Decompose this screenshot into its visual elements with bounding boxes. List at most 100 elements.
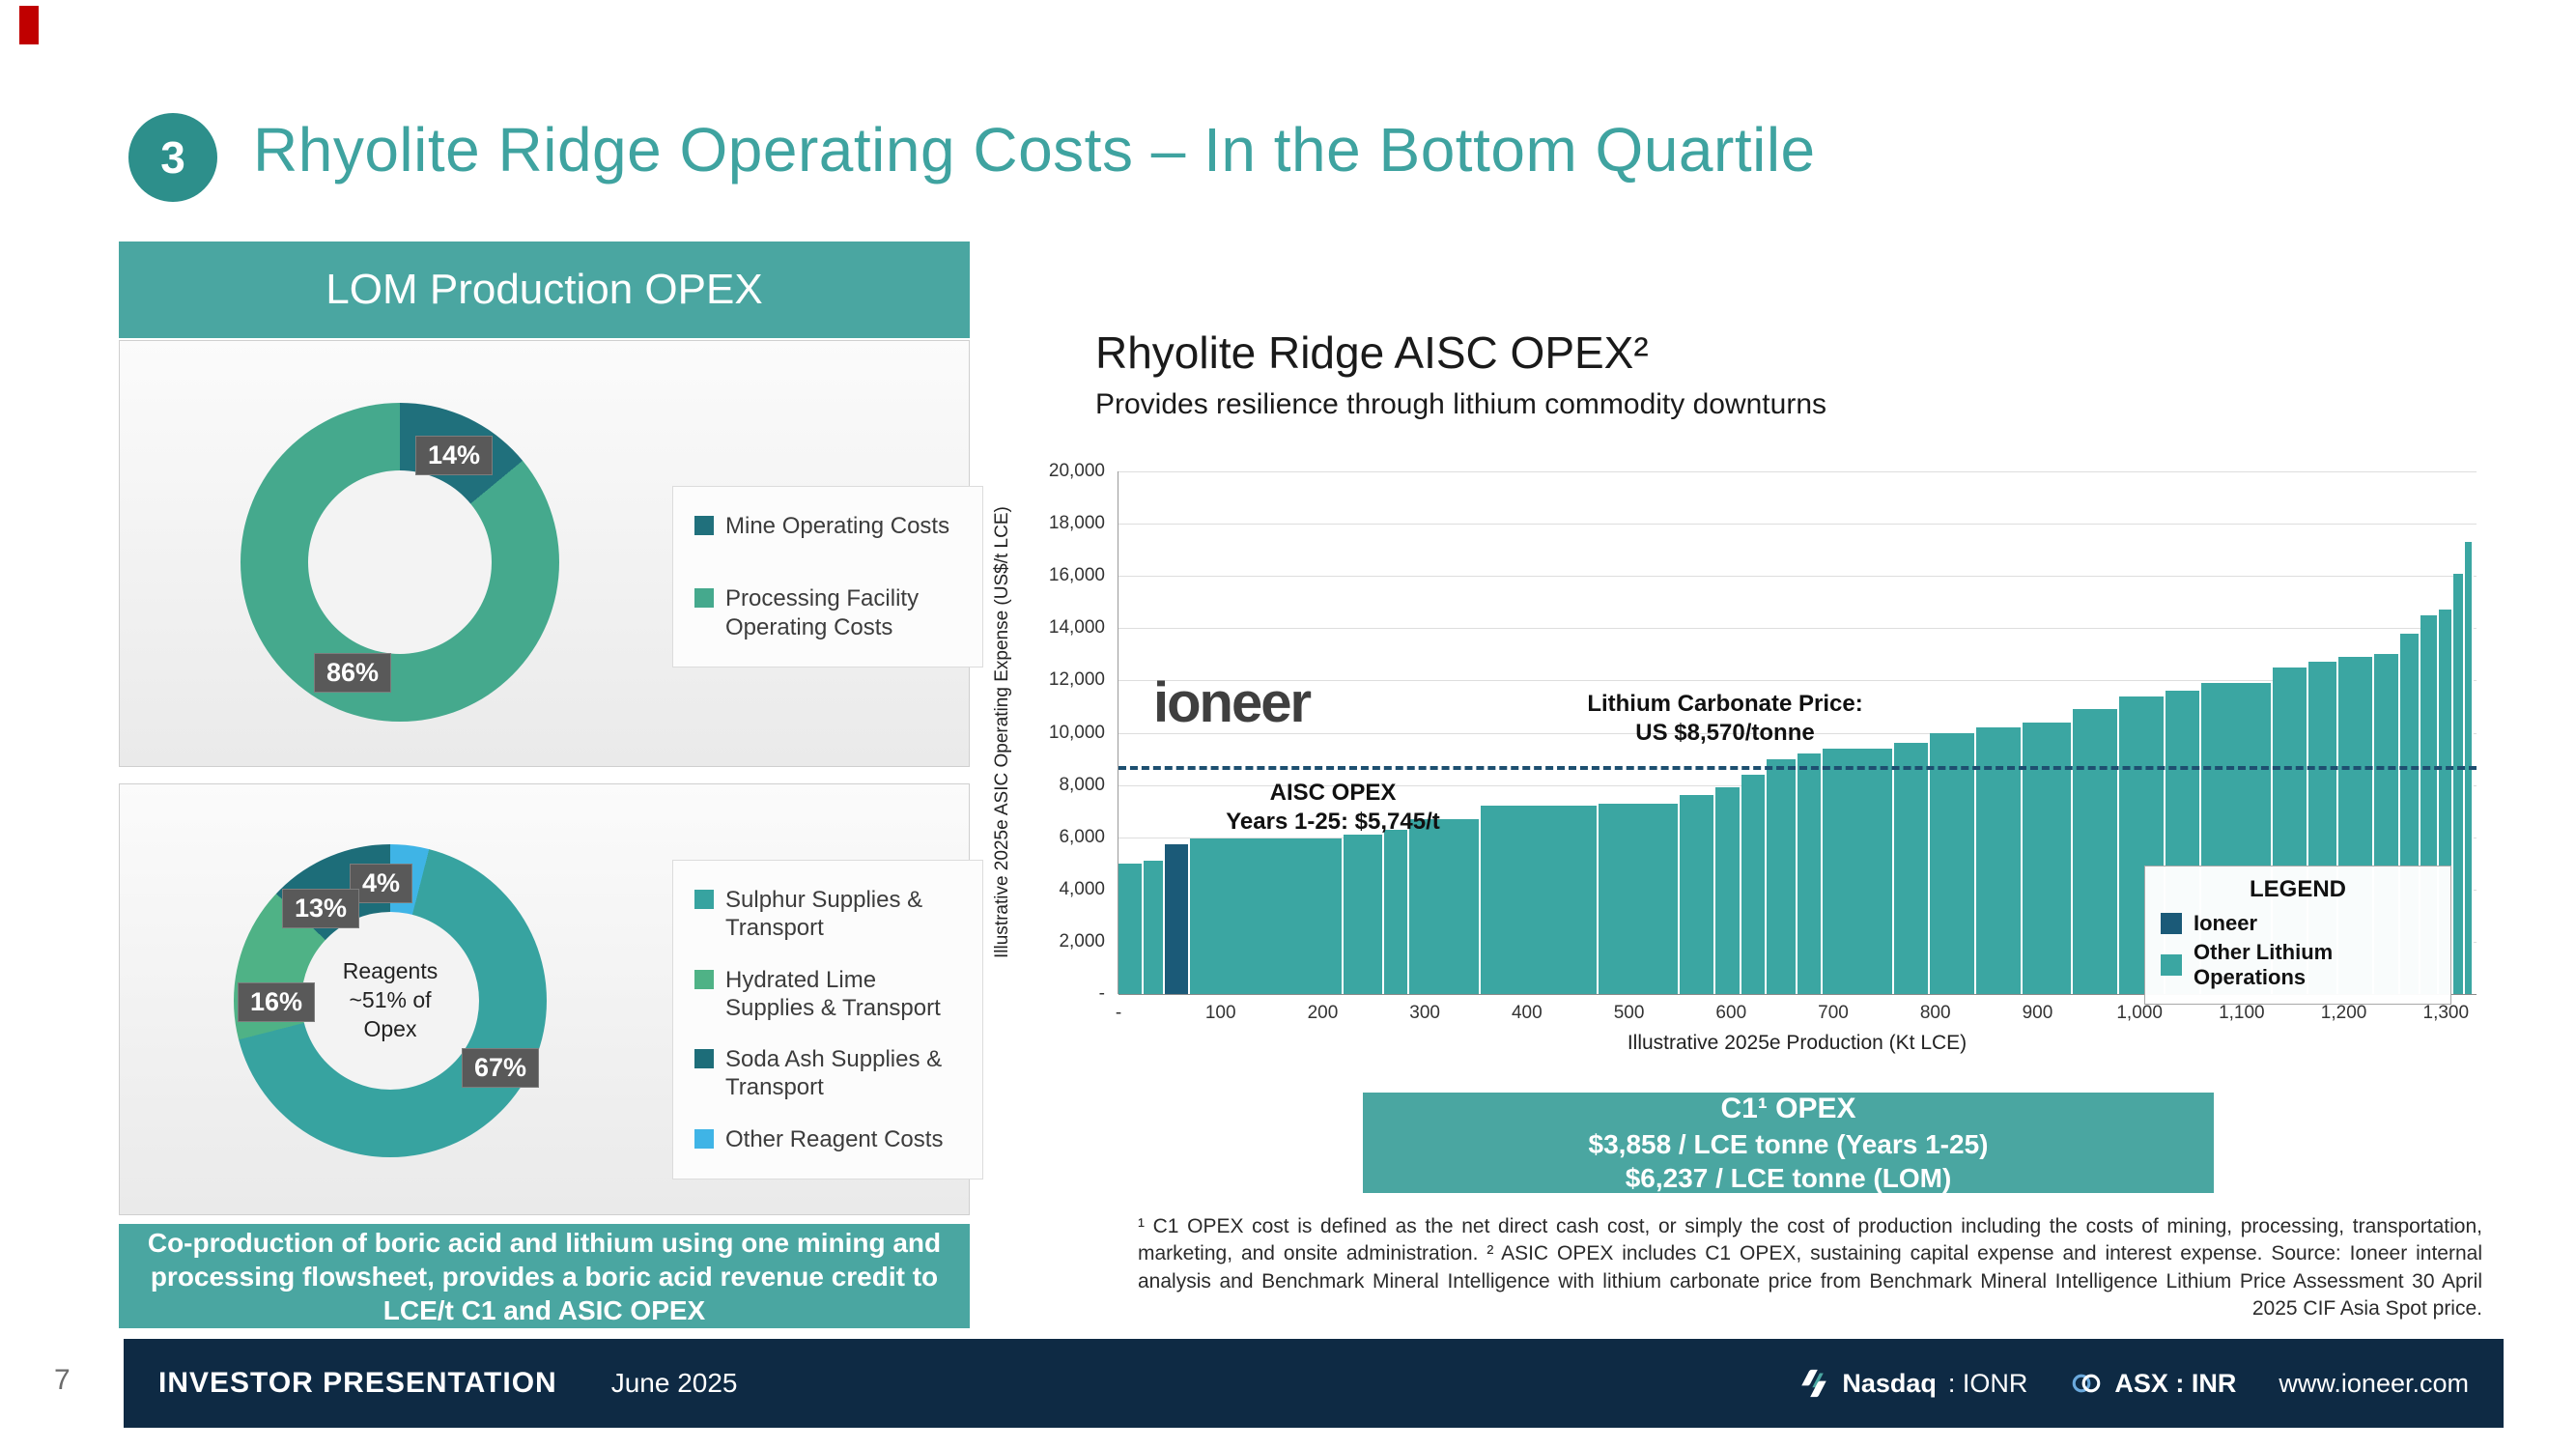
x-tick-label: 1,100 xyxy=(2219,1003,2265,1023)
x-tick-label: 1,300 xyxy=(2422,1003,2470,1023)
slide-number-badge: 3 xyxy=(128,113,217,202)
nasdaq-label: Nasdaq xyxy=(1842,1368,1937,1398)
nasdaq-listing: Nasdaq : IONR xyxy=(1798,1367,2027,1400)
gridline xyxy=(1118,576,2477,578)
aisc-annotation-line1: AISC OPEX xyxy=(1269,780,1397,806)
x-tick-label: 1,200 xyxy=(2320,1003,2367,1023)
page-number: 7 xyxy=(54,1364,71,1396)
center-label-line: Opex xyxy=(363,1015,417,1041)
gridline xyxy=(1118,680,2477,682)
data-label-lime-pct: 16% xyxy=(238,982,316,1022)
aisc-chart-subtitle: Provides resilience through lithium comm… xyxy=(1095,388,1827,420)
data-label-processing-pct: 86% xyxy=(314,653,392,693)
x-axis-title: Illustrative 2025e Production (Kt LCE) xyxy=(1627,1032,1967,1054)
cost-curve-bar xyxy=(1930,732,1976,994)
x-tick-label: 200 xyxy=(1307,1003,1339,1023)
legend-swatch xyxy=(694,1049,714,1069)
y-tick-label: 8,000 xyxy=(1059,774,1105,795)
legend-item: Mine Operating Costs xyxy=(694,512,961,540)
reagents-donut-card: Reagents ~51% of Opex 4% 13% 16% 67% Sul… xyxy=(119,783,983,1215)
c1-opex-title: C1¹ OPEX xyxy=(1720,1093,1856,1125)
asx-logo-icon xyxy=(2073,1374,2101,1393)
price-annotation-line2: US $8,570/tonne xyxy=(1635,720,1815,746)
cost-curve-bar xyxy=(1798,753,1824,994)
legend-label: Other Reagent Costs xyxy=(725,1125,944,1152)
legend-label: Soda Ash Supplies & Transport xyxy=(725,1046,943,1101)
asx-ticker: ASX : INR xyxy=(2114,1368,2237,1398)
slide-number-badge-text: 3 xyxy=(160,132,185,183)
y-tick-label: 16,000 xyxy=(1048,565,1105,586)
cost-curve-bar xyxy=(1598,803,1681,994)
reagents-legend: Sulphur Supplies & Transport Hydrated Lim… xyxy=(672,860,983,1179)
cost-curve-legend: LEGEND Ioneer Other Lithium Operations xyxy=(2144,866,2451,1005)
nasdaq-logo-icon xyxy=(1801,1369,1827,1398)
y-tick-label: 14,000 xyxy=(1048,617,1105,639)
center-label-line: Reagents xyxy=(342,958,439,984)
cost-curve-bar xyxy=(2022,722,2074,994)
legend-label: Processing Facility Operating Costs xyxy=(725,585,920,640)
cost-curve-bar xyxy=(1409,818,1482,994)
y-tick-label: 6,000 xyxy=(1059,826,1105,847)
aisc-cost-curve-plot: ioneer AISC OPEX Years 1-25: $5,745/t Li… xyxy=(1049,461,2477,1023)
legend-swatch xyxy=(694,516,714,535)
x-tick-label: 100 xyxy=(1204,1003,1236,1023)
cost-curve-bar xyxy=(1118,863,1145,994)
legend-item-ioneer: Ioneer xyxy=(2161,911,2435,936)
y-tick-label: 12,000 xyxy=(1048,669,1105,691)
gridline xyxy=(1118,994,2477,995)
website-link: www.ioneer.com xyxy=(2279,1368,2469,1398)
gridline xyxy=(1118,524,2477,526)
cost-curve-bar xyxy=(1481,806,1599,994)
coproduction-callout: Co-production of boric acid and lithium … xyxy=(119,1224,970,1328)
lithium-price-annotation: Lithium Carbonate Price: US $8,570/tonne xyxy=(1551,690,1899,748)
y-tick-label: - xyxy=(1098,983,1105,1004)
cost-curve-bar xyxy=(1144,861,1165,994)
aisc-chart-title: Rhyolite Ridge AISC OPEX² xyxy=(1095,327,1649,378)
cost-curve-bar xyxy=(1343,835,1384,994)
x-tick-label: 1,000 xyxy=(2116,1003,2163,1023)
y-tick-label: 20,000 xyxy=(1048,461,1105,481)
cost-curve-bar xyxy=(1767,758,1798,994)
footer-right-group: Nasdaq : IONR ASX : INR www.ioneer.com xyxy=(1798,1367,2469,1400)
c1-opex-lom: $6,237 / LCE tonne (LOM) xyxy=(1625,1162,1952,1193)
y-tick-label: 10,000 xyxy=(1048,722,1105,743)
lom-opex-legend: Mine Operating Costs Processing Facility … xyxy=(672,486,983,668)
lom-opex-donut-chart xyxy=(241,403,559,722)
y-tick-label: 18,000 xyxy=(1048,513,1105,534)
footer-presentation-label: INVESTOR PRESENTATION xyxy=(158,1367,557,1399)
data-label-other-pct: 4% xyxy=(350,864,413,903)
legend-label: Mine Operating Costs xyxy=(725,513,950,539)
gridline xyxy=(1118,471,2477,472)
y-tick-label: 2,000 xyxy=(1059,930,1105,952)
legend-label: Sulphur Supplies & Transport xyxy=(725,887,923,942)
data-label-soda-pct: 13% xyxy=(282,889,360,928)
legend-swatch xyxy=(694,890,714,909)
nasdaq-ticker: : IONR xyxy=(1947,1368,2028,1398)
legend-item-other: Other Lithium Operations xyxy=(2161,940,2435,990)
x-tick-label: 300 xyxy=(1409,1003,1440,1023)
legend-label: Ioneer xyxy=(2194,911,2258,935)
legend-swatch xyxy=(694,969,714,989)
y-axis-title: Illustrative 2025e ASIC Operating Expens… xyxy=(992,506,1012,959)
legend-item: Soda Ash Supplies & Transport xyxy=(694,1045,961,1102)
cost-curve-bar xyxy=(2073,709,2119,994)
red-corner-mark xyxy=(19,6,39,44)
data-label-sulphur-pct: 67% xyxy=(462,1048,540,1088)
legend-item: Other Reagent Costs xyxy=(694,1125,961,1153)
cost-curve-bar xyxy=(1976,727,2023,994)
legend-label: Other Lithium Operations xyxy=(2194,940,2334,989)
gridline xyxy=(1118,732,2477,734)
legend-item: Processing Facility Operating Costs xyxy=(694,584,961,641)
price-annotation-line1: Lithium Carbonate Price: xyxy=(1587,691,1863,717)
page-title: Rhyolite Ridge Operating Costs – In the … xyxy=(253,115,1816,185)
lom-production-opex-header: LOM Production OPEX xyxy=(119,242,970,338)
legend-swatch xyxy=(694,588,714,609)
lithium-price-line xyxy=(1118,766,2477,771)
x-tick-label: 600 xyxy=(1715,1003,1747,1023)
footer-bar: INVESTOR PRESENTATION June 2025 Nasdaq :… xyxy=(124,1339,2504,1428)
donut-hole xyxy=(308,470,492,654)
x-tick-label: 800 xyxy=(1919,1003,1951,1023)
x-tick-label: 500 xyxy=(1613,1003,1645,1023)
cost-curve-bar xyxy=(1383,829,1410,994)
